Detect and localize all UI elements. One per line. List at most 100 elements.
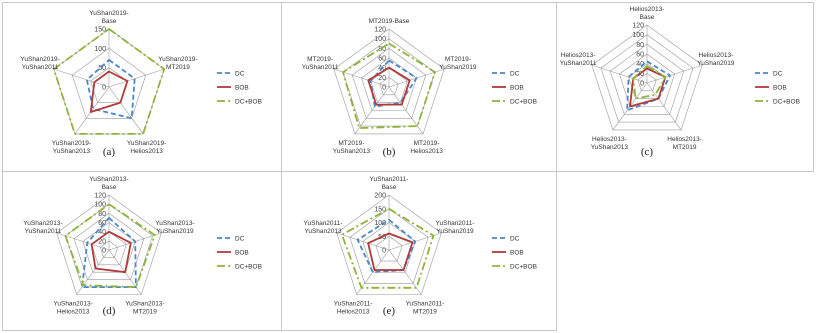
tick-label: 50 xyxy=(98,65,106,72)
tick-label: 0 xyxy=(102,248,106,255)
legend-label: BOB xyxy=(773,85,787,92)
tick-label: 100 xyxy=(94,202,106,209)
axis-label: YuShan2019-Base xyxy=(89,10,128,25)
grid-ring xyxy=(71,47,147,119)
grid-ring xyxy=(99,240,119,258)
tick-label: 100 xyxy=(94,46,106,53)
axis-label: YuShan2019-Helios2013 xyxy=(127,140,166,155)
tick-label: 0 xyxy=(382,85,386,92)
radar-panel-b: 0 20 40 60 80 100 120 MT2019-Base MT2019-YuShan2… xyxy=(281,2,557,172)
tick-label: 60 xyxy=(636,52,644,59)
radar-chart: 020406080100120MT2019-BaseMT2019-YuShan2… xyxy=(302,18,537,158)
grid-ring xyxy=(349,208,429,284)
tick-label: 80 xyxy=(98,211,106,218)
tick-label: 200 xyxy=(374,193,386,200)
legend-label: BOB xyxy=(510,85,524,92)
axis-label: YuShan2011-YuShan2013 xyxy=(304,220,343,235)
axis-label: Helios2013-Base xyxy=(630,6,665,21)
tick-label: 20 xyxy=(378,75,386,82)
grid-ring xyxy=(336,194,442,295)
grid-ring xyxy=(619,53,675,107)
axis-spoke xyxy=(646,64,703,84)
tick-label: 0 xyxy=(640,81,644,88)
axis-label: Helios2013-YuShan2011 xyxy=(560,52,597,67)
series-dc-polygon xyxy=(81,217,137,288)
axis-label: YuShan2011-Base xyxy=(370,176,409,191)
legend-label: DC+BOB xyxy=(235,264,262,271)
grid-ring xyxy=(56,194,162,295)
legend-label: DC xyxy=(235,236,245,243)
axis-label: YuShan2011-MT2019 xyxy=(405,300,444,315)
axis-label: YuShan2013-Base xyxy=(89,176,128,191)
axis-label: YuShan2011-Helios2013 xyxy=(334,300,373,315)
axis-label: YuShan2019-YuShan2011 xyxy=(20,56,59,71)
axis-spoke xyxy=(76,249,110,295)
tick-label: 80 xyxy=(636,42,644,49)
radar-panel-e: 0 50 100 150 200 YuShan2011-Base YuShan2011-Yu… xyxy=(281,171,557,331)
grid-ring xyxy=(375,235,403,262)
axis-label: YuShan2019-YuShan2013 xyxy=(52,140,91,155)
tick-label: 20 xyxy=(98,238,106,245)
legend-label: DC+BOB xyxy=(510,264,537,271)
axis-spoke xyxy=(53,68,110,88)
axis-label: Helios2013-YuShan2019 xyxy=(697,52,735,67)
axis-spoke xyxy=(388,86,424,135)
grid-ring xyxy=(73,212,145,280)
legend-label: DC xyxy=(510,236,520,243)
panel-letter: (d) xyxy=(103,305,116,317)
grid-ring xyxy=(609,43,685,115)
legend-label: BOB xyxy=(235,250,249,257)
radar-chart: 050100150200YuShan2011-BaseYuShan2011-Yu… xyxy=(304,176,537,317)
tick-label: 0 xyxy=(382,248,386,255)
tick-label: 100 xyxy=(374,36,386,43)
tick-label: 150 xyxy=(374,206,386,213)
axis-spoke xyxy=(591,64,648,84)
tick-label: 40 xyxy=(98,229,106,236)
legend-label: DC+BOB xyxy=(773,99,800,106)
series-dc-polygon xyxy=(86,59,136,120)
tick-label: 80 xyxy=(378,46,386,53)
axis-spoke xyxy=(74,86,110,135)
grid-ring xyxy=(370,67,408,103)
series-dc-polygon xyxy=(356,218,417,274)
axis-label: YuShan2011-YuShan2019 xyxy=(436,220,475,235)
legend-label: DC xyxy=(510,71,520,78)
series-dc-bob-polygon xyxy=(342,42,436,129)
legend-label: DC xyxy=(773,71,783,78)
axis-label: MT2019-Base xyxy=(369,18,410,25)
tick-label: 100 xyxy=(374,220,386,227)
grid-ring xyxy=(82,222,136,273)
grid-ring xyxy=(637,72,657,92)
axis-label: YuShan2013-MT2019 xyxy=(125,300,164,315)
tick-label: 100 xyxy=(632,32,644,39)
series-bob-polygon xyxy=(367,232,414,271)
radar-panel-a: 0 50 100 150 YuShan2019-Base YuShan2019-MT201… xyxy=(2,2,282,172)
legend-label: DC+BOB xyxy=(235,99,262,106)
axis-label: Helios2013-YuShan2013 xyxy=(591,136,629,151)
tick-label: 120 xyxy=(374,27,386,34)
axis-spoke xyxy=(108,68,165,88)
panel-letter: (b) xyxy=(383,146,396,158)
legend-label: DC+BOB xyxy=(510,99,537,106)
axis-label: MT2019-YuShan2011 xyxy=(302,56,339,71)
tick-label: 40 xyxy=(636,61,644,68)
legend-label: BOB xyxy=(235,85,249,92)
panel-letter: (e) xyxy=(383,305,396,317)
grid-ring xyxy=(333,28,445,135)
axis-spoke xyxy=(336,232,390,251)
tick-label: 150 xyxy=(94,27,106,34)
tick-label: 60 xyxy=(98,220,106,227)
series-bob-polygon xyxy=(367,66,411,106)
legend-label: DC xyxy=(235,71,245,78)
axis-spoke xyxy=(354,86,390,135)
panel-letter: (c) xyxy=(641,146,654,158)
series-bob-polygon xyxy=(89,70,129,113)
tick-label: 0 xyxy=(102,85,106,92)
series-bob-polygon xyxy=(90,230,132,274)
panel-letter: (a) xyxy=(103,146,116,158)
grid-ring xyxy=(351,47,427,119)
legend-label: BOB xyxy=(510,250,524,257)
tick-label: 120 xyxy=(94,193,106,200)
axis-label: YuShan2019-MT2019 xyxy=(158,56,197,71)
